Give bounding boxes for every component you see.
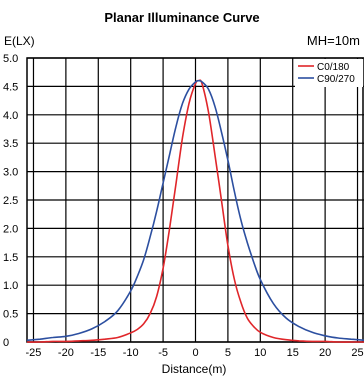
y-tick-label: 2.5 bbox=[3, 195, 18, 207]
y-axis-label: E(LX) bbox=[4, 34, 35, 48]
series-line bbox=[26, 79, 364, 342]
series-lines bbox=[26, 79, 364, 343]
legend-label: C90/270 bbox=[317, 74, 355, 85]
x-tick-label: -5 bbox=[158, 347, 168, 359]
y-tick-label: 5.0 bbox=[3, 53, 18, 65]
x-tick-label: 10 bbox=[254, 347, 266, 359]
x-tick-label: 25 bbox=[351, 347, 363, 359]
x-tick-label: 20 bbox=[319, 347, 331, 359]
legend-label: C0/180 bbox=[317, 62, 350, 73]
y-tick-label: 0 bbox=[3, 337, 9, 349]
x-tick-label: -10 bbox=[123, 347, 139, 359]
y-tick-label: 4.5 bbox=[3, 81, 18, 93]
x-tick-label: -20 bbox=[58, 347, 74, 359]
y-tick-labels: 0 0.5 1.0 1.5 2.0 2.5 3.0 3.5 4.0 4.5 5.0 bbox=[3, 53, 18, 349]
chart-title: Planar Illuminance Curve bbox=[104, 10, 259, 25]
y-tick-label: 2.0 bbox=[3, 223, 18, 235]
x-tick-label: 5 bbox=[225, 347, 231, 359]
plot-frame bbox=[26, 57, 364, 343]
grid bbox=[26, 57, 364, 343]
y-tick-label: 0.5 bbox=[3, 309, 18, 321]
x-axis-label: Distance(m) bbox=[162, 362, 227, 376]
y-tick-label: 1.0 bbox=[3, 280, 18, 292]
x-tick-label: -15 bbox=[90, 347, 106, 359]
x-tick-labels: -25 -20 -15 -10 -5 0 5 10 15 20 25 bbox=[26, 347, 364, 359]
x-tick-label: 0 bbox=[192, 347, 198, 359]
x-tick-label: 15 bbox=[287, 347, 299, 359]
y-tick-label: 3.0 bbox=[3, 167, 18, 179]
y-tick-label: 4.0 bbox=[3, 110, 18, 122]
y-tick-label: 1.5 bbox=[3, 252, 18, 264]
x-tick-label: -25 bbox=[26, 347, 42, 359]
y-tick-label: 3.5 bbox=[3, 138, 18, 150]
legend-box bbox=[295, 59, 363, 87]
mounting-height-annotation: MH=10m bbox=[307, 33, 360, 48]
